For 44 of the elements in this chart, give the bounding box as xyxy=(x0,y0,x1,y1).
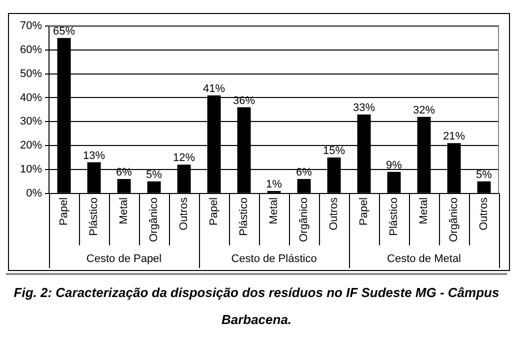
text: Cesto de Metal xyxy=(387,253,461,266)
text: Cesto de Plástico xyxy=(231,253,317,266)
x-tick-label: Papel xyxy=(58,197,70,226)
data-label: 1% xyxy=(266,178,282,191)
x-tick-label: Plástico xyxy=(388,197,400,236)
caption: Fig. 2: Caracterização da disposição dos resíduos no IF Sudeste MG - Câmpus Barbacena. xyxy=(12,284,500,329)
data-label: 32% xyxy=(412,104,436,116)
x-tick-label: Metal xyxy=(268,197,280,224)
bar xyxy=(477,181,491,193)
y-tick-label: 40% xyxy=(20,92,42,104)
data-label: 15% xyxy=(322,145,346,158)
x-tick-label: Outros xyxy=(328,196,340,230)
bar xyxy=(147,181,161,193)
x-tick-label: Plástico xyxy=(238,197,250,236)
x-tick-label: Orgânico xyxy=(148,197,160,242)
data-label: 65% xyxy=(53,25,76,38)
x-tick-label: Metal xyxy=(418,197,430,224)
data-label: 9% xyxy=(386,159,402,172)
bar xyxy=(387,172,401,193)
x-tick-label: Plástico xyxy=(88,197,100,236)
data-label: 12% xyxy=(172,152,196,164)
x-tick-label: Outros xyxy=(178,196,190,230)
y-tick-label: 50% xyxy=(20,68,42,80)
y-tick-label: 30% xyxy=(20,116,42,128)
data-label: 5% xyxy=(146,168,162,181)
x-tick-label: Outros xyxy=(478,196,490,230)
y-tick-label: 60% xyxy=(20,44,42,56)
x-tick-label: Metal xyxy=(118,197,130,224)
y-tick-label: 20% xyxy=(20,140,42,152)
y-tick-label: 0% xyxy=(26,187,42,200)
data-label: 41% xyxy=(202,82,226,95)
x-tick-label: Orgânico xyxy=(298,197,310,242)
text: Cesto de Papel xyxy=(86,253,162,266)
data-label: 5% xyxy=(476,168,492,181)
x-tick-label: Orgânico xyxy=(448,197,460,242)
data-label: 21% xyxy=(442,130,466,143)
y-tick-label: 10% xyxy=(20,163,42,176)
data-label: 13% xyxy=(83,150,106,162)
x-tick-label: Papel xyxy=(208,197,220,226)
y-tick-label: 70% xyxy=(20,20,42,32)
bar xyxy=(117,179,131,193)
x-tick-label: Papel xyxy=(358,197,370,226)
data-label: 33% xyxy=(352,102,376,114)
bar xyxy=(297,179,311,193)
